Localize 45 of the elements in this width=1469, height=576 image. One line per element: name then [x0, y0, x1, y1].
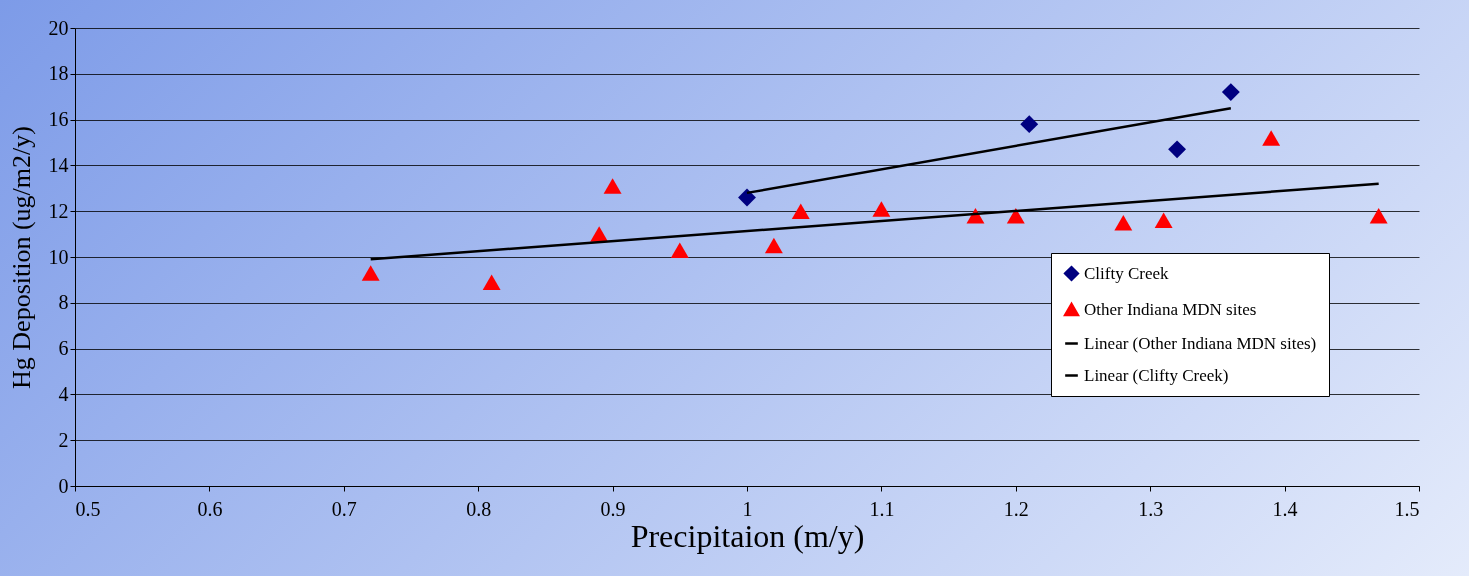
x-axis-title: Precipitaion (m/y) — [630, 517, 865, 554]
point — [482, 274, 501, 290]
legend-label: Linear (Clifty Creek) — [1084, 365, 1229, 385]
x-tick-label: 0.7 — [331, 497, 357, 520]
point — [670, 242, 689, 258]
y-axis-title: Hg Deposition (ug/m2/y) — [6, 126, 36, 389]
x-tick-label: 1.4 — [1272, 497, 1298, 520]
x-tick-label: 1.3 — [1138, 497, 1164, 520]
legend-label: Clifty Creek — [1084, 263, 1170, 283]
point — [872, 201, 891, 217]
x-tick-label: 0.5 — [75, 497, 101, 520]
y-tick-label: 8 — [58, 291, 69, 314]
point — [764, 237, 783, 254]
point — [1168, 140, 1187, 159]
y-tick-label: 12 — [48, 199, 69, 222]
y-tick-label: 20 — [48, 16, 69, 39]
y-tick-label: 0 — [58, 474, 69, 497]
x-tick-label: 0.9 — [600, 497, 626, 520]
point — [1114, 214, 1133, 231]
point — [603, 178, 622, 194]
x-tick-label: 1.5 — [1394, 497, 1420, 520]
point — [966, 208, 985, 224]
legend-label: Linear (Other Indiana MDN sites) — [1084, 333, 1317, 353]
point — [1369, 208, 1388, 224]
y-tick-label: 4 — [58, 382, 69, 405]
x-tick-label: 1 — [742, 497, 753, 520]
y-tick-label: 14 — [48, 153, 69, 176]
point — [1154, 212, 1173, 229]
y-tick-label: 2 — [58, 428, 69, 451]
y-tick-label: 10 — [48, 245, 69, 268]
point — [1020, 115, 1039, 134]
x-tick-label: 0.8 — [466, 497, 492, 520]
y-tick-label: 18 — [48, 62, 69, 85]
x-tick-label: 1.1 — [869, 497, 895, 520]
point — [1262, 130, 1281, 146]
point — [1006, 208, 1025, 224]
x-tick-label: 1.2 — [1003, 497, 1029, 520]
y-tick-label: 6 — [58, 337, 69, 360]
point — [738, 188, 756, 207]
x-tick-label: 0.6 — [197, 497, 223, 520]
point — [791, 203, 810, 219]
legend-label: Other Indiana MDN sites — [1084, 299, 1257, 319]
point — [1221, 83, 1240, 102]
y-tick-label: 16 — [48, 108, 69, 131]
point — [361, 265, 380, 281]
